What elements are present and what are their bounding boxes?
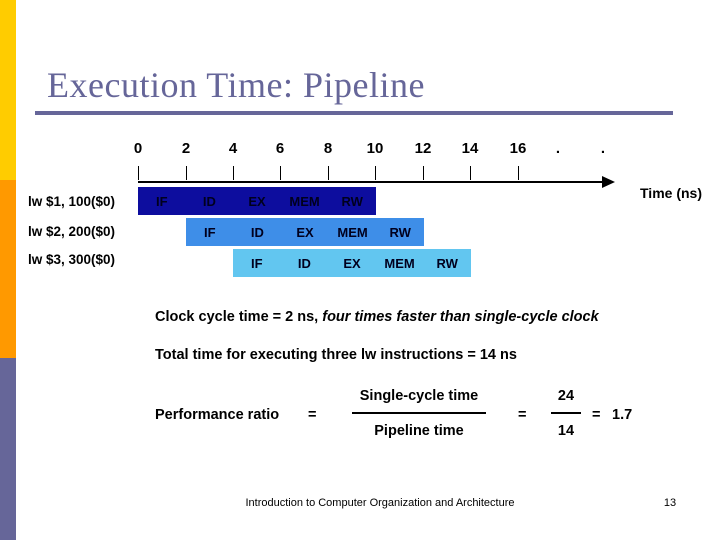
slide-edge-bar — [0, 0, 16, 540]
tick-label-14: 14 — [461, 140, 479, 157]
footer-course-title: Introduction to Computer Organization an… — [245, 497, 515, 509]
stage-ex: EX — [343, 255, 361, 271]
fraction-numerator: 24 — [557, 388, 575, 404]
instruction-label-1: lw $1, 100($0) — [28, 194, 116, 209]
tick-mark — [280, 166, 281, 180]
tick-label-dot-2: . — [600, 140, 606, 157]
tick-mark — [233, 166, 234, 180]
equals-sign-1: = — [308, 407, 317, 423]
time-axis-arrowhead-icon — [602, 176, 615, 188]
stage-if: IF — [156, 193, 168, 209]
pipeline-row-2: IF ID EX MEM RW — [186, 218, 424, 246]
footer-page-number: 13 — [663, 497, 677, 509]
performance-ratio-label: Performance ratio — [155, 407, 280, 423]
slide-title: Execution Time: Pipeline — [47, 65, 425, 105]
tick-label-12: 12 — [414, 140, 432, 157]
tick-mark — [138, 166, 139, 180]
tick-label-4: 4 — [228, 140, 238, 157]
fraction-bar — [352, 412, 486, 414]
stage-id: ID — [297, 255, 311, 271]
tick-label-6: 6 — [275, 140, 285, 157]
tick-label-0: 0 — [133, 140, 143, 157]
tick-label-dot-1: . — [555, 140, 561, 157]
stage-rw: RW — [341, 193, 363, 209]
instruction-label-2: lw $2, 200($0) — [28, 224, 116, 239]
tick-label-2: 2 — [181, 140, 191, 157]
stage-if: IF — [204, 224, 216, 240]
fraction-denominator: 14 — [557, 423, 575, 439]
stage-ex: EX — [248, 193, 266, 209]
instruction-label-3: lw $3, 300($0) — [28, 252, 116, 267]
tick-mark — [186, 166, 187, 180]
time-axis-label: Time (ns) — [640, 185, 702, 201]
clock-cycle-note: Clock cycle time = 2 ns, four times fast… — [155, 309, 599, 325]
total-time-note: Total time for executing three lw instru… — [155, 347, 517, 363]
stage-mem: MEM — [289, 193, 320, 209]
fraction-denominator: Pipeline time — [374, 423, 464, 439]
time-fraction: Single-cycle time Pipeline time — [352, 388, 486, 439]
stage-mem: MEM — [384, 255, 415, 271]
pipeline-row-3: IF ID EX MEM RW — [233, 249, 471, 277]
fraction-bar — [551, 412, 581, 414]
pipeline-row-1: IF ID EX MEM RW — [138, 187, 376, 215]
tick-mark — [375, 166, 376, 180]
tick-label-8: 8 — [323, 140, 333, 157]
tick-mark — [423, 166, 424, 180]
stage-if: IF — [251, 255, 263, 271]
edge-bar-slate-segment — [0, 358, 16, 540]
stage-id: ID — [250, 224, 264, 240]
stage-id: ID — [202, 193, 216, 209]
title-underline — [35, 111, 673, 115]
equals-sign-3: = — [592, 407, 601, 423]
tick-mark — [518, 166, 519, 180]
stage-ex: EX — [296, 224, 314, 240]
edge-bar-yellow-segment — [0, 0, 16, 180]
ratio-result: 1.7 — [612, 407, 633, 423]
tick-mark — [328, 166, 329, 180]
fraction-numerator: Single-cycle time — [359, 388, 479, 404]
tick-label-10: 10 — [366, 140, 384, 157]
stage-rw: RW — [389, 224, 411, 240]
clock-cycle-note-italic: four times faster than single-cycle cloc… — [322, 309, 599, 325]
tick-label-16: 16 — [509, 140, 527, 157]
clock-cycle-note-normal: Clock cycle time = 2 ns, — [155, 309, 323, 325]
time-axis-line — [138, 181, 606, 183]
equals-sign-2: = — [518, 407, 527, 423]
stage-mem: MEM — [337, 224, 368, 240]
value-fraction: 24 14 — [551, 388, 581, 439]
stage-rw: RW — [436, 255, 458, 271]
tick-mark — [470, 166, 471, 180]
edge-bar-orange-segment — [0, 180, 16, 358]
